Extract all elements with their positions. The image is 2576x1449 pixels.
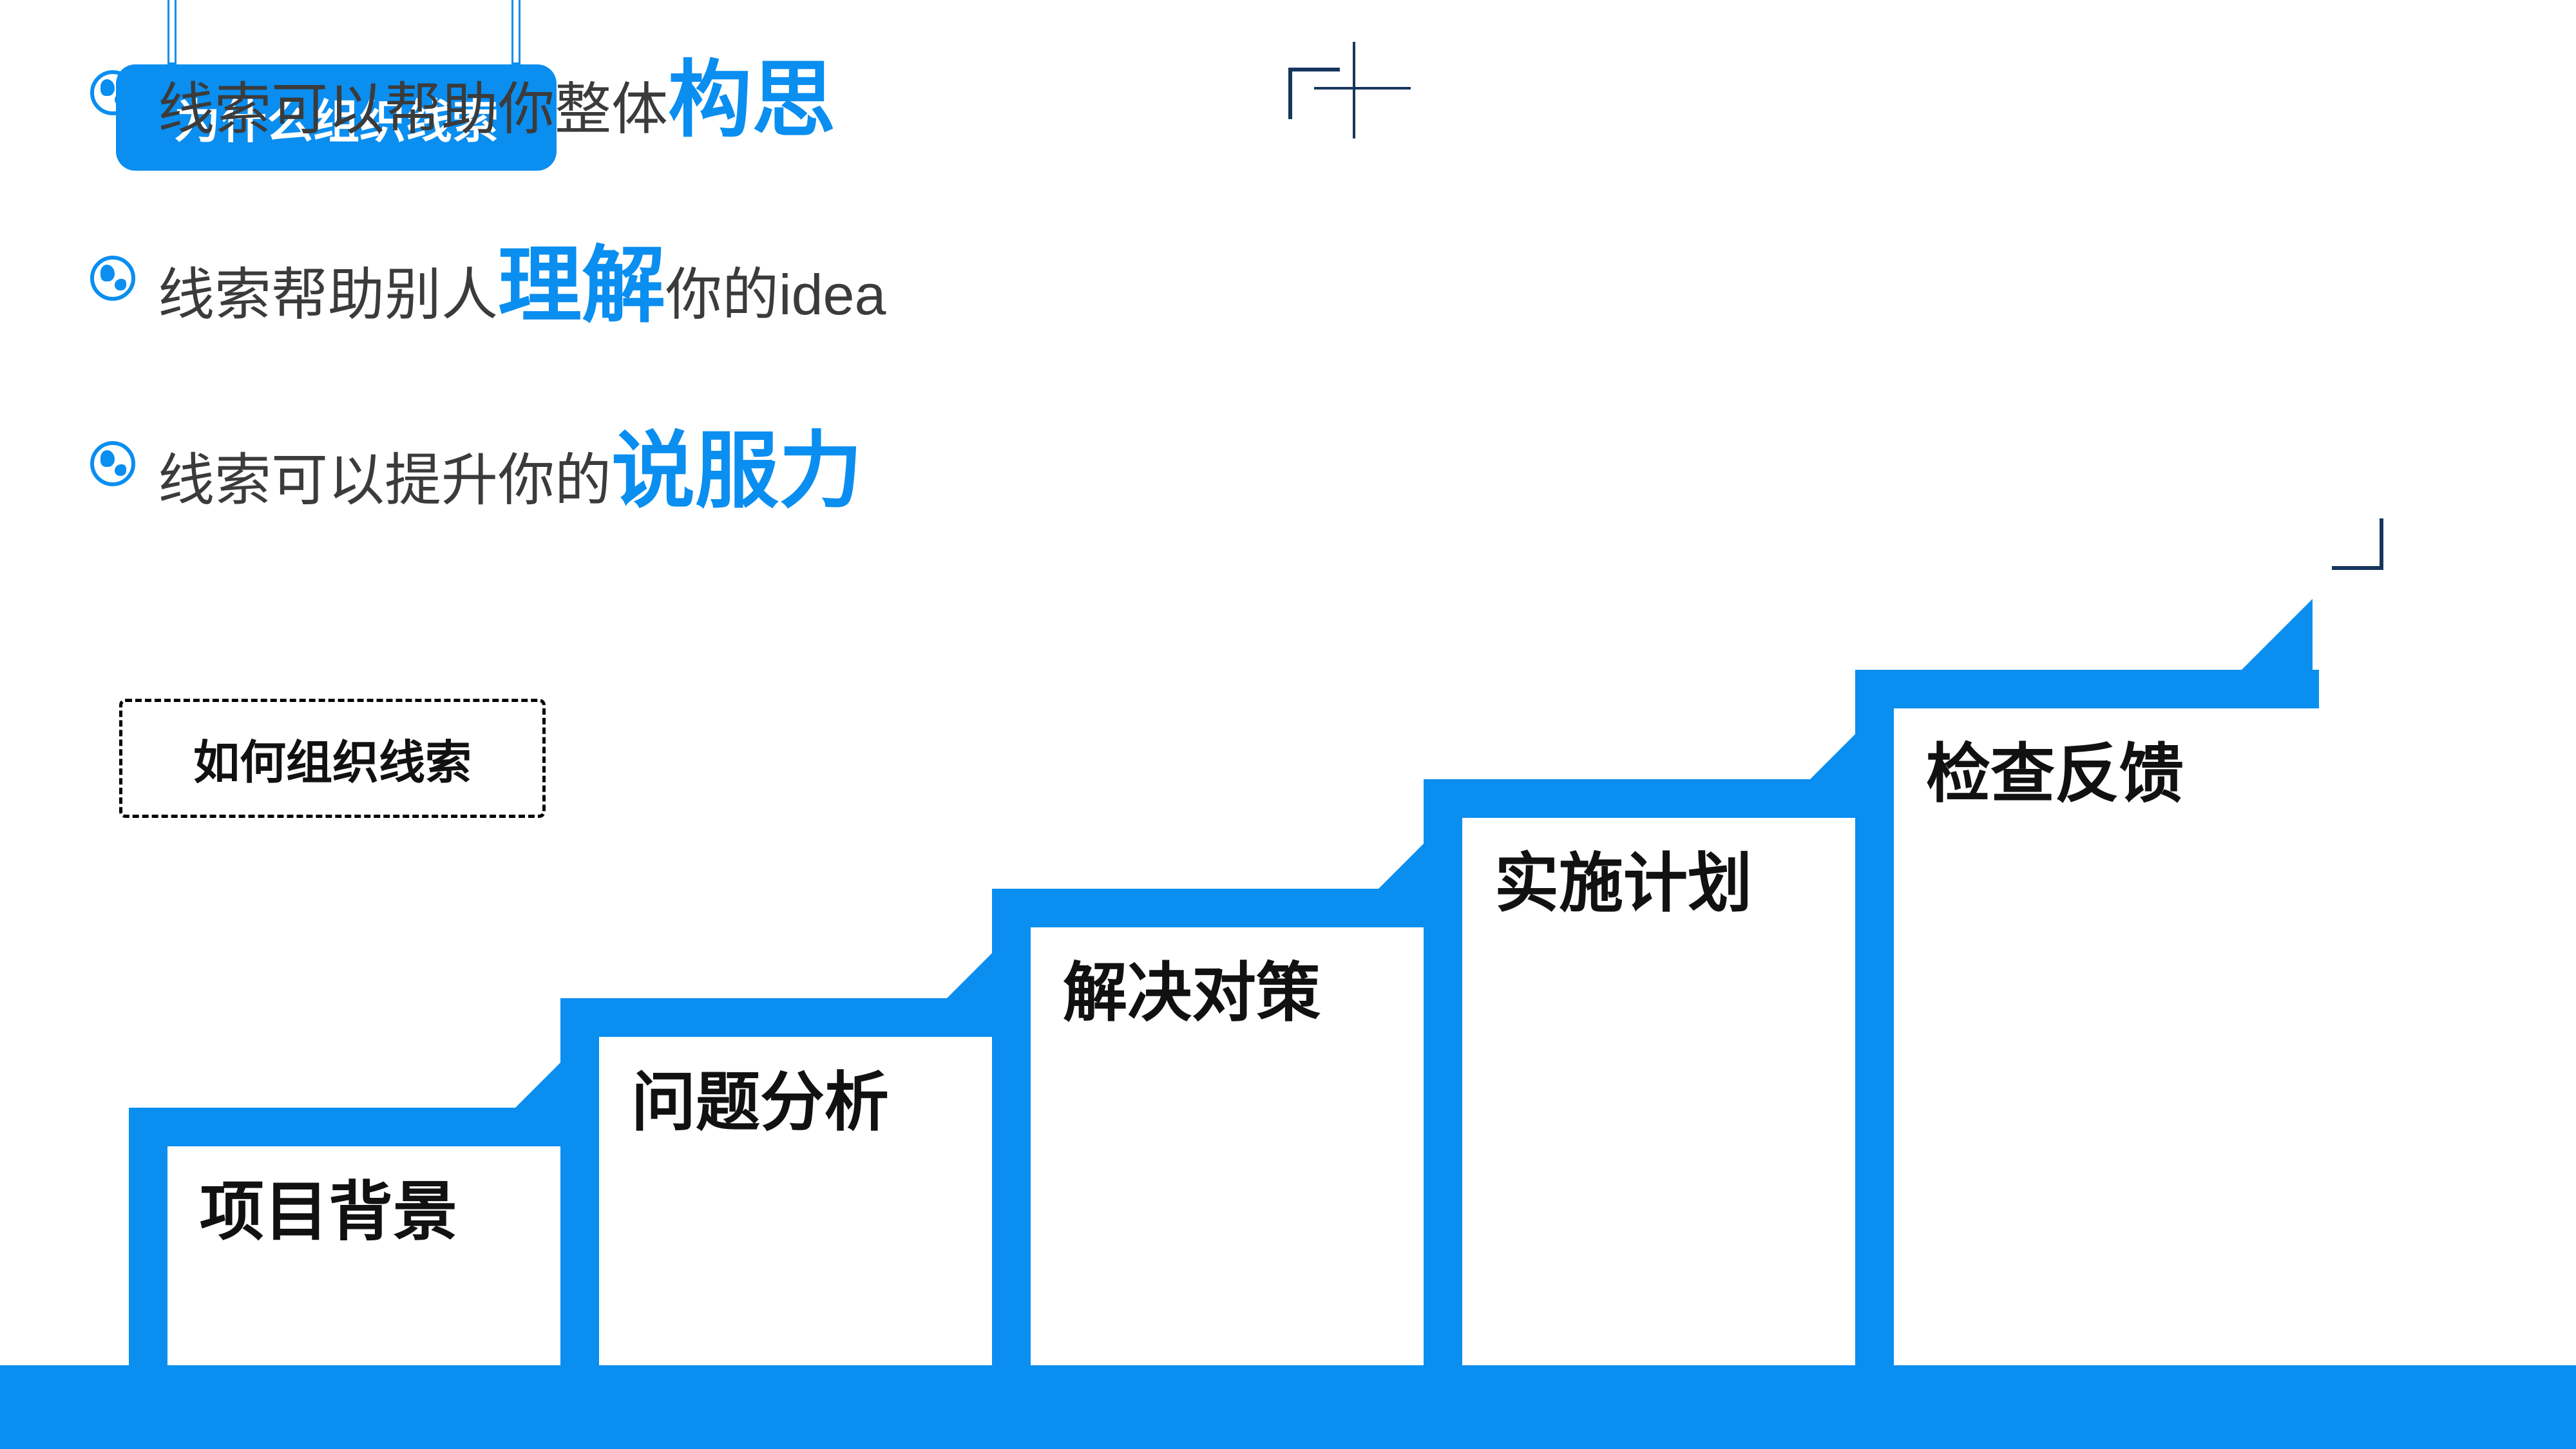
step-tread [560,998,1024,1037]
step-label: 实施计划 [1494,831,1752,924]
step-label: 问题分析 [631,1050,889,1143]
step-label: 解决对策 [1063,940,1321,1034]
step-riser-vertical [560,998,599,1365]
step-tread [992,889,1456,927]
step-tread [129,1108,593,1146]
step-triangle-icon [2242,599,2313,670]
step-tread [1855,670,2319,708]
step-tread [1424,779,1887,818]
bottom-bar [0,1365,2576,1449]
step-riser-vertical [129,1108,167,1365]
step-riser-vertical [1855,670,1894,1365]
staircase: 项目背景 问题分析 解决对策 实施计划 检查反馈 [0,0,2576,1449]
step-label: 项目背景 [200,1159,457,1253]
step-riser-vertical [992,889,1031,1365]
step-riser-vertical [1424,779,1462,1365]
step-label: 检查反馈 [1926,721,2184,815]
slide: 为什么组织线索 线索可以帮助你整体构思线索帮助别人理解你的idea线索可以提升你… [0,0,2576,1449]
